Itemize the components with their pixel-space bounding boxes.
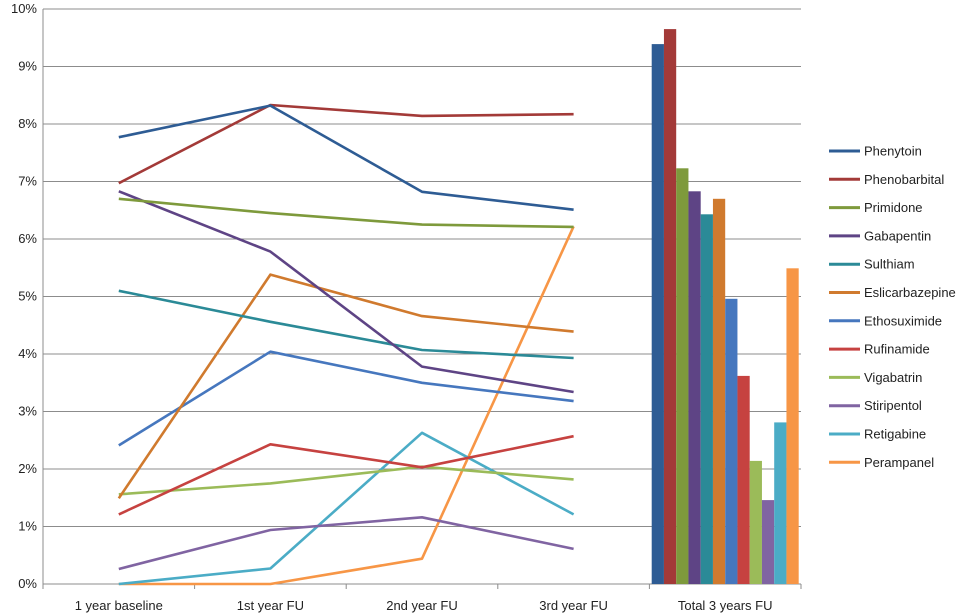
y-tick-label: 7% [18,174,37,189]
legend-label-vigabatrin: Vigabatrin [864,370,922,385]
bar-gabapentin [688,191,701,585]
y-tick-label: 1% [18,519,37,534]
bar-sulthiam [700,214,713,585]
series-lines [117,103,575,586]
legend-label-eslicarbazepine: Eslicarbazepine [864,285,956,300]
legend-label-ethosuximide: Ethosuximide [864,313,942,328]
series-line-ethosuximide [118,350,574,447]
legend-label-stiripentol: Stiripentol [864,398,922,413]
y-tick-label: 4% [18,346,37,361]
series-line-primidone [118,197,574,229]
y-tick-label: 0% [18,576,37,591]
y-tick-label: 10% [11,1,37,16]
y-tick-labels: 0% 1% 2% 3% 4% 5% 6% 7% 8% 9% 10% [11,1,37,591]
x-tick-label: 1 year baseline [75,598,163,613]
legend-label-rufinamide: Rufinamide [864,342,930,357]
legend-label-sulthiam: Sulthiam [864,257,915,272]
bar-ethosuximide [725,298,738,584]
x-tick-labels: 1 year baseline 1st year FU 2nd year FU 3rd… [75,598,773,613]
series-line-phenytoin [118,104,574,211]
series-line-eslicarbazepine [117,273,574,500]
series-line-gabapentin [118,190,574,394]
legend-label-primidone: Primidone [864,200,923,215]
legend-label-perampanel: Perampanel [864,455,934,470]
bar-phenytoin [651,44,664,585]
series-line-rufinamide [118,434,574,516]
bar-phenobarbital [663,29,677,585]
y-tick-label: 9% [18,59,37,74]
series-line-phenobarbital [118,103,574,185]
bar-eslicarbazepine [712,198,726,585]
x-tick-label: 1st year FU [237,598,304,613]
bar-stiripentol [761,500,775,584]
series-bars [651,29,799,585]
y-tick-label: 5% [18,289,37,304]
x-tick-label: Total 3 years FU [678,598,773,613]
bar-primidone [676,168,689,585]
legend-label-retigabine: Retigabine [864,427,926,442]
legend: Phenytoin Phenobarbital Primidone Gabapenti… [829,144,956,470]
series-line-stiripentol [118,515,574,571]
x-tick-label: 3rd year FU [539,598,608,613]
legend-label-phenytoin: Phenytoin [864,144,922,159]
legend-label-gabapentin: Gabapentin [864,228,931,243]
bar-perampanel [786,268,799,584]
y-tick-label: 2% [18,461,37,476]
series-line-sulthiam [118,289,574,360]
y-tick-label: 8% [18,116,37,131]
y-tick-label: 6% [18,231,37,246]
legend-label-phenobarbital: Phenobarbital [864,172,944,187]
bar-rufinamide [737,375,750,584]
bar-vigabatrin [749,460,762,584]
series-line-vigabatrin [118,465,574,496]
bar-retigabine [774,422,787,584]
x-tick-label: 2nd year FU [386,598,458,613]
y-tick-label: 3% [18,404,37,419]
